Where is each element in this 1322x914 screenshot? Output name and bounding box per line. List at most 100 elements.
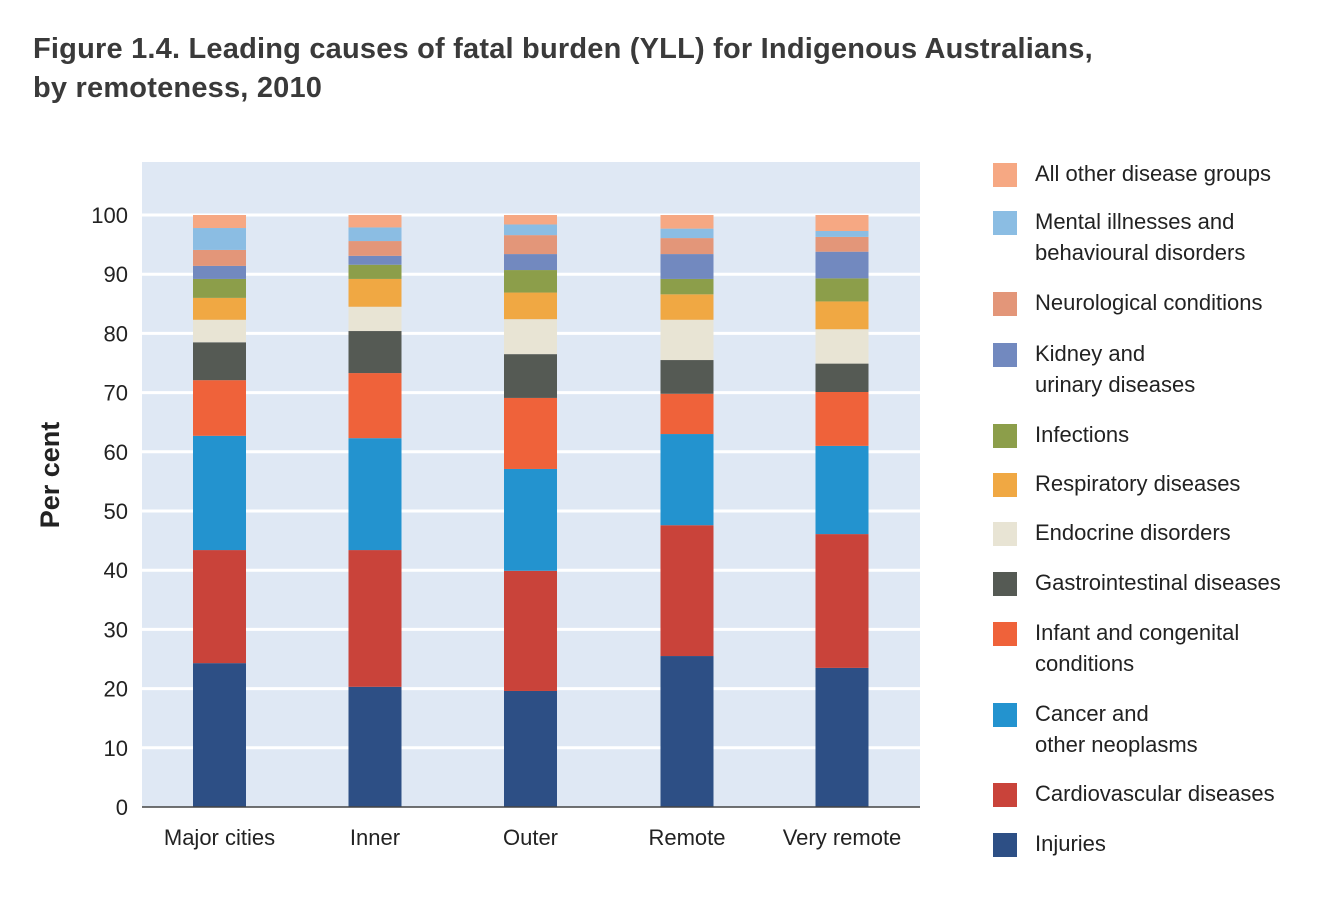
legend-swatch — [993, 703, 1017, 727]
legend-label-line: Cancer and — [1035, 701, 1149, 726]
legend-swatch — [993, 572, 1017, 596]
bar-segment-cardiovascular-diseases — [815, 534, 869, 668]
bar-segment-cancer-and-other-neoplasms — [660, 434, 714, 526]
bar-segment-infant-and-congenital-conditions — [815, 392, 869, 446]
legend-label-line: urinary diseases — [1035, 372, 1196, 397]
bar-segment-all-other-disease-groups — [504, 215, 557, 225]
legend-label: Neurological conditions — [1035, 287, 1322, 318]
legend-swatch — [993, 522, 1017, 546]
bar-segment-mental-illnesses-and-behavioural-disorders — [348, 227, 402, 242]
legend-label: Gastrointestinal diseases — [1035, 567, 1322, 598]
bar-segment-infections — [815, 278, 869, 302]
y-tick-label: 80 — [104, 321, 128, 346]
bar-segment-all-other-disease-groups — [815, 215, 869, 231]
bar-segment-all-other-disease-groups — [193, 215, 246, 229]
bar-segment-infections — [504, 270, 557, 293]
bar-segment-neurological-conditions — [504, 235, 557, 255]
bar-segment-respiratory-diseases — [504, 292, 557, 320]
bar-segment-neurological-conditions — [193, 249, 246, 266]
legend-swatch — [993, 424, 1017, 448]
legend-label: Infections — [1035, 419, 1322, 450]
bar-segment-injuries — [504, 690, 557, 807]
y-tick-label: 0 — [116, 795, 128, 820]
y-tick-label: 40 — [104, 558, 128, 583]
bar-segment-all-other-disease-groups — [348, 215, 402, 228]
legend-swatch — [993, 833, 1017, 857]
legend-label: Mental illnesses and behavioural disorder… — [1035, 206, 1322, 268]
bar-segment-gastrointestinal-diseases — [348, 331, 402, 374]
bar-segment-cancer-and-other-neoplasms — [348, 438, 402, 551]
bar-segment-kidney-and-urinary-diseases — [504, 254, 557, 271]
legend-label: Kidney and urinary diseases — [1035, 338, 1322, 400]
bar-segment-gastrointestinal-diseases — [504, 354, 557, 398]
bar-segment-cardiovascular-diseases — [660, 525, 714, 657]
legend-label-line: conditions — [1035, 651, 1135, 676]
bar-segment-cancer-and-other-neoplasms — [504, 468, 557, 571]
legend-label-line: Kidney and — [1035, 341, 1146, 366]
bar-segment-neurological-conditions — [348, 241, 402, 256]
y-tick-label: 100 — [91, 203, 128, 228]
bar-segment-cancer-and-other-neoplasms — [193, 435, 246, 551]
bar-segment-kidney-and-urinary-diseases — [348, 255, 402, 265]
legend-swatch — [993, 163, 1017, 187]
y-tick-label: 20 — [104, 677, 128, 702]
legend-label: Respiratory diseases — [1035, 468, 1322, 499]
bar-segment-kidney-and-urinary-diseases — [815, 251, 869, 279]
bar-segment-kidney-and-urinary-diseases — [660, 254, 714, 279]
bar-segment-respiratory-diseases — [815, 301, 869, 330]
chart-title-line-2: by remoteness, 2010 — [33, 72, 323, 104]
bar-segment-endocrine-disorders — [348, 306, 402, 332]
bar-segment-mental-illnesses-and-behavioural-disorders — [193, 228, 246, 250]
bar-segment-endocrine-disorders — [660, 319, 714, 361]
y-tick-label: 10 — [104, 736, 128, 761]
legend-label-line: other neoplasms — [1035, 732, 1198, 757]
bar-segment-all-other-disease-groups — [660, 215, 714, 229]
bar-segment-cardiovascular-diseases — [504, 570, 557, 691]
legend-label: Infant and congenital conditions — [1035, 617, 1322, 679]
legend-label-line: Infant and congenital — [1035, 620, 1240, 645]
legend-label: Endocrine disorders — [1035, 517, 1322, 548]
legend-label-line: Cardiovascular diseases — [1035, 781, 1275, 806]
bar-segment-kidney-and-urinary-diseases — [193, 265, 246, 279]
legend-label-line: Endocrine disorders — [1035, 520, 1231, 545]
legend-label-line: Mental illnesses and — [1035, 209, 1235, 234]
bar-segment-neurological-conditions — [660, 238, 714, 255]
y-axis-label: Per cent — [35, 422, 65, 529]
y-tick-label: 30 — [104, 617, 128, 642]
y-tick-label: 90 — [104, 262, 128, 287]
bar-segment-injuries — [660, 656, 714, 807]
x-tick-label: Remote — [648, 825, 725, 850]
legend-label-line: Gastrointestinal diseases — [1035, 570, 1281, 595]
chart-title: Figure 1.4. Leading causes of fatal burd… — [33, 30, 1093, 108]
legend-label-line: Injuries — [1035, 831, 1106, 856]
y-tick-label: 50 — [104, 499, 128, 524]
bar-segment-cardiovascular-diseases — [193, 550, 246, 664]
bar-segment-endocrine-disorders — [504, 319, 557, 355]
bar-segment-injuries — [348, 686, 402, 807]
legend-swatch — [993, 473, 1017, 497]
bar-segment-gastrointestinal-diseases — [193, 342, 246, 381]
bar-segment-endocrine-disorders — [815, 329, 869, 364]
legend-label: Cancer and other neoplasms — [1035, 698, 1322, 760]
bar-segment-infant-and-congenital-conditions — [504, 397, 557, 469]
bar-segment-infections — [193, 278, 246, 298]
bar-segment-mental-illnesses-and-behavioural-disorders — [660, 228, 714, 239]
bar-segment-cancer-and-other-neoplasms — [815, 445, 869, 535]
y-tick-label: 60 — [104, 440, 128, 465]
legend-label: All other disease groups — [1035, 158, 1322, 189]
legend-swatch — [993, 783, 1017, 807]
legend-swatch — [993, 292, 1017, 316]
legend-label: Injuries — [1035, 828, 1322, 859]
bar-segment-mental-illnesses-and-behavioural-disorders — [815, 230, 869, 237]
bar-segment-infections — [348, 264, 402, 279]
bar-segment-infant-and-congenital-conditions — [660, 393, 714, 435]
legend-label-line: Infections — [1035, 422, 1130, 447]
bar-segment-neurological-conditions — [815, 236, 869, 252]
x-tick-label: Outer — [503, 825, 558, 850]
legend-label-line: Respiratory diseases — [1035, 471, 1241, 496]
bar-segment-gastrointestinal-diseases — [660, 360, 714, 394]
legend-label: Cardiovascular diseases — [1035, 778, 1322, 809]
legend-swatch — [993, 343, 1017, 367]
x-tick-label: Major cities — [164, 825, 275, 850]
legend-label-line: All other disease groups — [1035, 161, 1272, 186]
